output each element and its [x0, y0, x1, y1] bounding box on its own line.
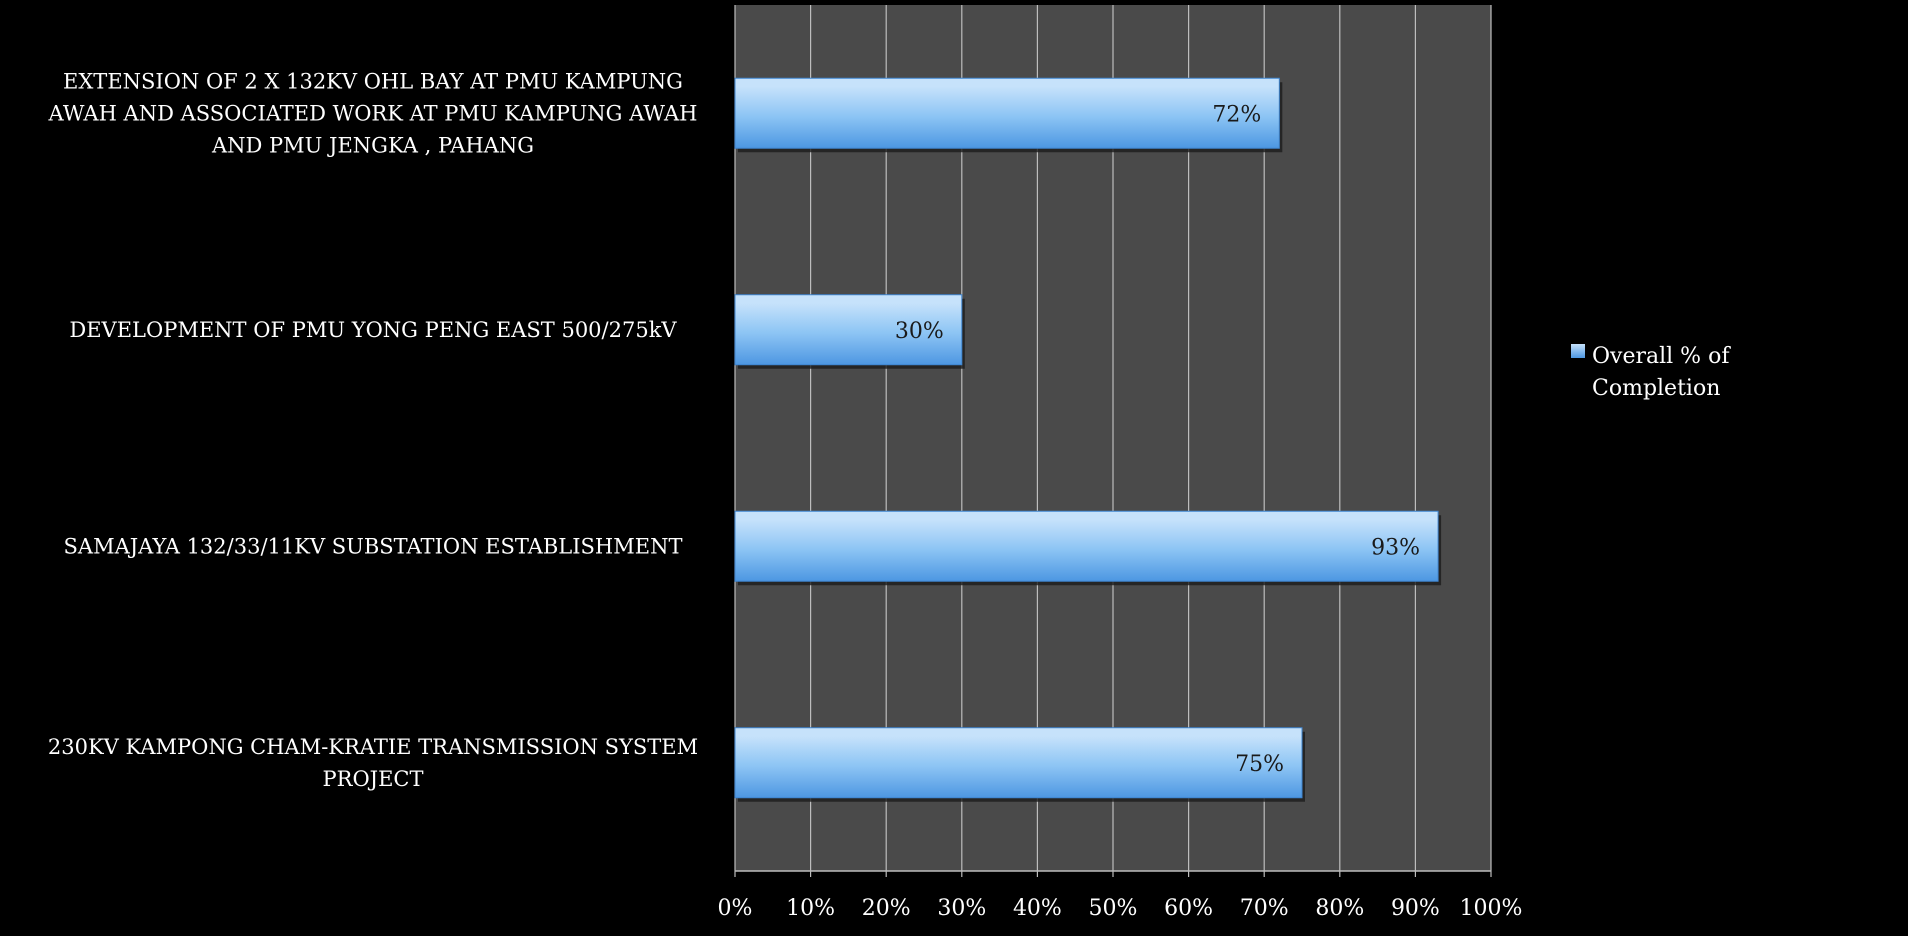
x-tick-label: 80% — [1315, 896, 1364, 921]
x-tick-label: 100% — [1460, 896, 1523, 921]
category-label: EXTENSION OF 2 X 132KV OHL BAY AT PMU KA… — [63, 69, 683, 93]
data-labels: 72% 30% 93% 75% — [895, 102, 1420, 777]
data-label: 30% — [895, 319, 944, 344]
x-tick-label: 60% — [1164, 896, 1213, 921]
bar — [734, 77, 1280, 149]
x-tick-label: 0% — [718, 896, 753, 921]
bar — [734, 727, 1303, 799]
category-label: DEVELOPMENT OF PMU YONG PENG EAST 500/27… — [69, 318, 677, 342]
x-tick-label: 70% — [1240, 896, 1289, 921]
legend-label-line: Completion — [1592, 376, 1720, 401]
bar — [734, 510, 1439, 582]
data-label: 72% — [1212, 102, 1261, 127]
category-label: PROJECT — [323, 767, 424, 791]
x-tick-label: 30% — [937, 896, 986, 921]
bar — [734, 294, 963, 366]
legend-label: Overall % of Completion — [1592, 344, 1731, 401]
category-label: SAMAJAYA 132/33/11KV SUBSTATION ESTABLIS… — [64, 534, 683, 558]
bars — [734, 77, 1442, 802]
x-tick-label: 50% — [1089, 896, 1138, 921]
x-tick-label: 10% — [786, 896, 835, 921]
x-tick-label: 90% — [1391, 896, 1440, 921]
legend: Overall % of Completion — [1571, 344, 1731, 401]
legend-swatch — [1571, 344, 1585, 358]
category-label: AWAH AND ASSOCIATED WORK AT PMU KAMPUNG … — [48, 101, 698, 125]
legend-label-line: Overall % of — [1592, 344, 1731, 369]
x-tick-label: 20% — [862, 896, 911, 921]
category-label: AND PMU JENGKA , PAHANG — [211, 133, 534, 157]
data-label: 75% — [1235, 752, 1284, 777]
data-label: 93% — [1371, 535, 1420, 560]
category-labels: EXTENSION OF 2 X 132KV OHL BAY AT PMU KA… — [48, 69, 699, 791]
x-tick-label: 40% — [1013, 896, 1062, 921]
x-axis: 0% 10% 20% 30% 40% 50% 60% 70% 80% 90% 100% — [718, 870, 1523, 921]
category-label: 230KV KAMPONG CHAM-KRATIE TRANSMISSION S… — [48, 735, 698, 759]
